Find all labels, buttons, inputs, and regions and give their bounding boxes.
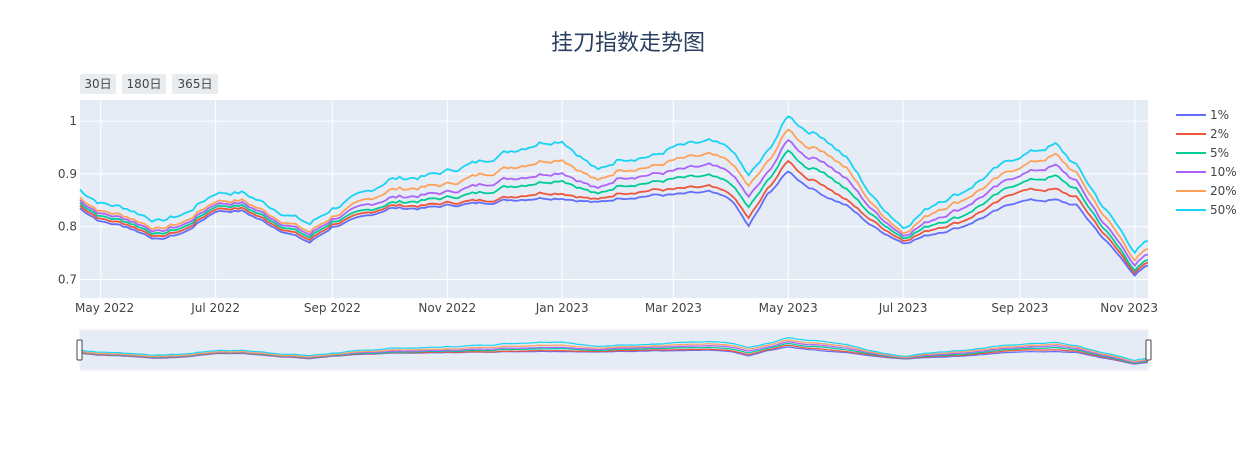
legend-label: 20% <box>1210 184 1237 198</box>
x-tick-label: May 2022 <box>75 301 134 315</box>
series-line <box>79 138 1149 267</box>
legend-item[interactable]: 20% <box>1176 184 1237 198</box>
series-line <box>79 170 1149 277</box>
legend-label: 2% <box>1210 127 1229 141</box>
x-tick-label: Nov 2023 <box>1100 301 1158 315</box>
legend-label: 5% <box>1210 146 1229 160</box>
range-slider-handle-left[interactable] <box>76 339 83 361</box>
x-tick-label: Sep 2022 <box>304 301 361 315</box>
x-tick-label: Mar 2023 <box>645 301 702 315</box>
range-button-bg <box>172 74 218 94</box>
series-line <box>79 128 1149 262</box>
range-button-30日[interactable]: 30日 <box>80 74 116 94</box>
x-tick-label: May 2023 <box>759 301 818 315</box>
x-tick-label: Jul 2023 <box>878 301 928 315</box>
range-slider[interactable] <box>76 329 1152 371</box>
plot-area <box>80 100 1148 298</box>
y-tick-label: 0.9 <box>58 167 77 181</box>
series-line <box>79 149 1149 273</box>
range-slider-handle-right[interactable] <box>1145 339 1152 361</box>
slider-series-line <box>79 337 1149 362</box>
legend-item[interactable]: 10% <box>1176 165 1237 179</box>
legend-item[interactable]: 2% <box>1176 127 1229 141</box>
legend-label: 50% <box>1210 203 1237 217</box>
x-tick-label: Sep 2023 <box>991 301 1048 315</box>
legend-label: 10% <box>1210 165 1237 179</box>
x-gridlines <box>100 100 1136 298</box>
x-tick-label: Jan 2023 <box>535 301 589 315</box>
legend-item[interactable]: 1% <box>1176 108 1229 122</box>
legend-label: 1% <box>1210 108 1229 122</box>
range-button-bg <box>122 74 166 94</box>
range-button-365日[interactable]: 365日 <box>172 74 218 94</box>
legend: 1% 2% 5% 10% 20% 50% <box>1176 108 1237 217</box>
y-tick-label: 0.7 <box>58 273 77 287</box>
x-tick-label: Nov 2022 <box>418 301 476 315</box>
series-lines <box>79 115 1149 277</box>
range-button-bg <box>80 74 116 94</box>
range-selector: 30日 180日 365日 <box>80 74 218 94</box>
chart-title: 挂刀指数走势图 <box>551 31 705 56</box>
legend-item[interactable]: 50% <box>1176 203 1237 217</box>
x-axis-ticks: May 2022 Jul 2022 Sep 2022 Nov 2022 Jan 2023… <box>75 301 1158 315</box>
y-axis-ticks: 0.7 0.8 0.9 1 <box>58 114 77 286</box>
x-tick-label: Jul 2022 <box>190 301 240 315</box>
slider-series-line <box>79 339 1149 363</box>
series-line <box>79 115 1149 255</box>
range-button-label: 30日 <box>84 77 111 91</box>
series-line <box>79 159 1149 275</box>
range-button-label: 180日 <box>127 77 162 91</box>
range-button-180日[interactable]: 180日 <box>122 74 166 94</box>
y-tick-label: 0.8 <box>58 220 77 234</box>
range-slider-lines <box>79 337 1149 365</box>
y-tick-label: 1 <box>69 114 77 128</box>
legend-item[interactable]: 5% <box>1176 146 1229 160</box>
range-button-label: 365日 <box>178 77 213 91</box>
